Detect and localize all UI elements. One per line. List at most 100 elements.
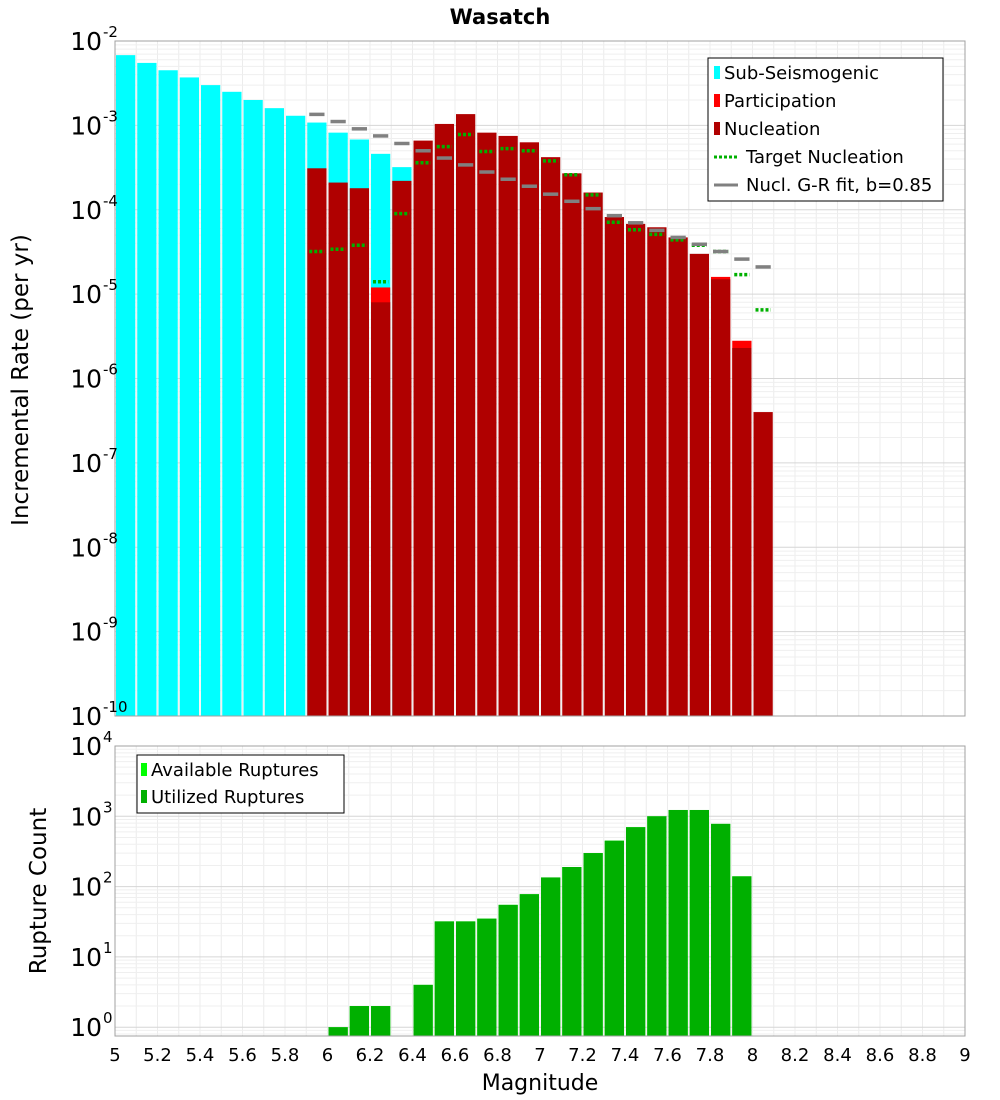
x-tick-label: 8: [747, 1045, 758, 1066]
utilized-ruptures-bar: [604, 840, 624, 1036]
sub-seismogenic-legend-swatch: [714, 66, 720, 79]
rate-y-tick-base: 10: [70, 280, 102, 309]
utilized-ruptures-bar: [328, 1027, 348, 1036]
sub-seismogenic-bar: [116, 55, 136, 716]
sub-seismogenic-bar: [243, 99, 263, 717]
nucleation-bar: [604, 217, 624, 716]
count-y-axis-label: Rupture Count: [26, 808, 52, 974]
nucleation-bar: [477, 132, 497, 716]
count-grid: [115, 746, 966, 1036]
rate-y-tick-exponent: -2: [103, 23, 118, 41]
rate-bars: [116, 55, 773, 717]
participation-legend-label: Participation: [724, 91, 836, 112]
participation-legend-swatch: [714, 94, 720, 107]
x-tick-labels: 5 5.2 5.4 5.6 5.8 6 6.2 6.4 6.6 6.8 7 7.2 7.4 7.6 7.8 8…: [109, 1045, 970, 1066]
nucleation-bar: [307, 168, 327, 716]
x-tick-label: 7.6: [653, 1045, 682, 1066]
nucleation-bar: [456, 114, 476, 716]
utilized-ruptures-bar: [456, 921, 476, 1036]
nucleation-bar: [689, 253, 709, 716]
rate-y-tick: 10 -2: [70, 23, 118, 56]
target-nucleation-legend-label: Target Nucleation: [745, 147, 904, 168]
utilized-ruptures-bar: [583, 853, 603, 1036]
x-tick-label: 5.4: [186, 1045, 215, 1066]
rate-y-tick-exponent: -6: [103, 361, 118, 379]
rate-y-tick-base: 10: [70, 27, 102, 56]
count-bars: [328, 809, 752, 1036]
rate-y-tick-exponent: -7: [103, 445, 118, 463]
nucleation-bar: [668, 237, 688, 716]
sub-seismogenic-legend-label: Sub-Seismogenic: [724, 63, 879, 84]
rate-y-tick: 10 -6: [70, 361, 118, 394]
count-legend: Available Ruptures Utilized Ruptures: [136, 754, 345, 814]
count-y-tick-base: 10: [70, 873, 102, 902]
rate-y-tick: 10 -9: [70, 614, 118, 647]
rate-y-tick: 10 -10: [70, 698, 127, 731]
nucleation-bar: [371, 302, 391, 716]
utilized-ruptures-legend-swatch: [141, 790, 147, 803]
nucleation-bar: [328, 182, 348, 716]
rate-legend-box: [707, 57, 944, 202]
rate-y-tick-exponent: -9: [103, 614, 118, 632]
rate-y-axis-label: Incremental Rate (per yr): [8, 234, 34, 526]
utilized-ruptures-bar: [732, 876, 752, 1036]
rate-segments: [309, 112, 771, 312]
sub-seismogenic-bar: [222, 91, 242, 716]
count-legend-box: [136, 754, 345, 814]
count-y-tick: 10 0: [70, 1009, 112, 1042]
utilized-ruptures-bar: [477, 918, 497, 1036]
sub-seismogenic-bar: [201, 85, 221, 716]
sub-seismogenic-bar: [286, 115, 306, 716]
rate-y-tick-exponent: -3: [103, 107, 118, 125]
count-y-tick-exponent: 3: [103, 798, 113, 816]
rate-y-tick-base: 10: [70, 449, 102, 478]
utilized-ruptures-legend-label: Utilized Ruptures: [151, 787, 304, 808]
x-tick-label: 8.4: [823, 1045, 852, 1066]
x-tick-label: 6.6: [441, 1045, 470, 1066]
x-tick-label: 7: [534, 1045, 545, 1066]
utilized-ruptures-bar: [413, 984, 433, 1036]
x-tick-label: 5: [109, 1045, 120, 1066]
chart-title: Wasatch: [450, 5, 551, 29]
rate-y-tick-base: 10: [70, 533, 102, 562]
rate-y-tick-exponent: -5: [103, 276, 118, 294]
utilized-ruptures-bar: [434, 921, 454, 1036]
rate-y-tick: 10 -4: [70, 192, 118, 225]
count-y-tick-exponent: 2: [103, 869, 113, 887]
x-tick-label: 5.8: [271, 1045, 300, 1066]
nucleation-bar: [498, 135, 518, 717]
rate-y-tick-base: 10: [70, 618, 102, 647]
utilized-ruptures-bar: [668, 809, 688, 1036]
sub-seismogenic-bar: [179, 77, 199, 716]
count-y-tick-base: 10: [70, 732, 102, 761]
count-y-tick: 10 3: [70, 798, 112, 831]
nucleation-bar: [711, 279, 731, 716]
utilized-ruptures-bar: [647, 816, 667, 1036]
nucleation-bar: [583, 192, 603, 717]
count-y-tick-exponent: 1: [103, 939, 113, 957]
count-y-tick-exponent: 4: [103, 728, 113, 746]
nucleation-bar: [392, 180, 412, 716]
x-tick-label: 7.2: [568, 1045, 597, 1066]
count-y-tick-base: 10: [70, 802, 102, 831]
rate-y-tick: 10 -5: [70, 276, 118, 309]
utilized-ruptures-bar: [519, 894, 539, 1036]
count-y-tick: 10 1: [70, 939, 112, 972]
available-ruptures-legend-swatch: [141, 763, 147, 776]
rate-y-tick-exponent: -4: [103, 192, 118, 210]
sub-seismogenic-bar: [137, 62, 157, 716]
x-tick-label: 8.2: [781, 1045, 810, 1066]
rate-panel: 10-210-310-410-510-610-710-810-910-10 Wa…: [8, 5, 966, 731]
x-tick-label: 5.6: [228, 1045, 257, 1066]
nucl-g-r-fit-b-0-85-legend-label: Nucl. G-R fit, b=0.85: [746, 175, 932, 196]
x-tick-label: 7.8: [696, 1045, 725, 1066]
x-tick-label: 6.4: [398, 1045, 427, 1066]
x-tick-label: 8.6: [866, 1045, 895, 1066]
nucleation-bar: [434, 123, 454, 717]
x-tick-label: 6: [322, 1045, 333, 1066]
rate-y-tick-exponent: -10: [103, 698, 128, 716]
count-y-tick: 10 2: [70, 869, 112, 902]
nucleation-legend-label: Nucleation: [724, 119, 820, 140]
count-y-tick-base: 10: [70, 1013, 102, 1042]
